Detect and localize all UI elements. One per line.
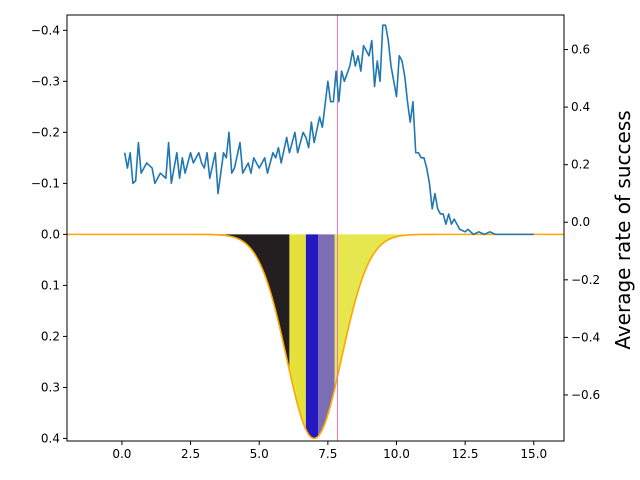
left-tick-label: 0.1: [41, 278, 60, 292]
left-axis-ticks: −0.4 −0.3 −0.2 −0.1 0.0 0.1 0.2 0.3 0.4: [31, 23, 67, 445]
band-1: [289, 234, 306, 430]
x-tick-label: 0.0: [112, 447, 131, 461]
x-tick-label: 7.5: [318, 447, 337, 461]
x-tick-label: 5.0: [250, 447, 269, 461]
right-tick-label: 0.2: [571, 158, 590, 172]
band-2: [305, 234, 319, 439]
gaussian-bands: [218, 234, 411, 439]
left-tick-label: 0.3: [41, 380, 60, 394]
x-tick-label: 10.0: [383, 447, 410, 461]
x-tick-label: 2.5: [181, 447, 200, 461]
left-tick-label: −0.1: [31, 176, 60, 190]
right-tick-label: −0.2: [571, 273, 600, 287]
gaussian-curve: [67, 233, 564, 440]
right-tick-label: 0.4: [571, 100, 590, 114]
left-tick-label: 0.2: [41, 329, 60, 343]
plot-frame: [66, 14, 565, 442]
right-tick-label: 0.0: [571, 215, 590, 229]
right-tick-label: −0.4: [571, 330, 600, 344]
right-axis-ticks: 0.6 0.4 0.2 0.0 −0.2 −0.4 −0.6: [564, 43, 600, 402]
success-rate-line: [123, 24, 534, 236]
x-tick-label: 12.5: [452, 447, 479, 461]
band-0: [218, 234, 290, 371]
right-axis-label: Average rate of success: [611, 110, 635, 349]
left-tick-label: −0.2: [31, 125, 60, 139]
left-tick-label: 0.4: [41, 431, 60, 445]
right-tick-label: 0.6: [571, 43, 590, 57]
x-tick-label: 15.0: [520, 447, 547, 461]
band-4: [334, 234, 411, 389]
left-tick-label: −0.3: [31, 74, 60, 88]
left-tick-label: 0.0: [41, 227, 60, 241]
left-tick-label: −0.4: [31, 23, 60, 37]
band-3: [318, 234, 335, 437]
x-axis-ticks: 0.0 2.5 5.0 7.5 10.0 12.5 15.0: [112, 441, 547, 461]
right-tick-label: −0.6: [571, 388, 600, 402]
